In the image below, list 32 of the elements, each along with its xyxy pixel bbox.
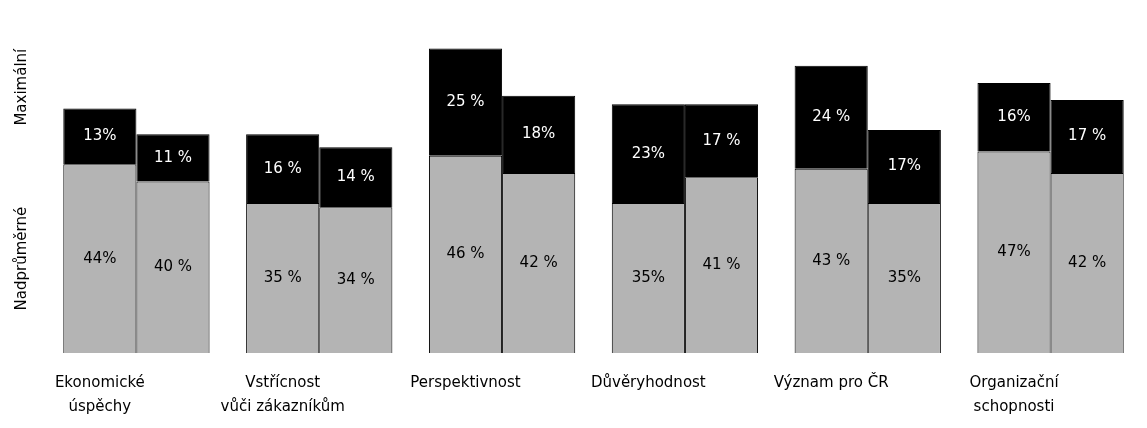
data-label: 23% bbox=[631, 143, 666, 162]
data-label: 18% bbox=[521, 124, 556, 143]
data-label: 42 % bbox=[519, 252, 558, 271]
data-label: 35% bbox=[887, 267, 921, 286]
data-label: 24 % bbox=[812, 107, 851, 126]
x-tick-label: Organizační schopnosti bbox=[969, 372, 1060, 415]
text: Nadprůměrné bbox=[11, 206, 30, 311]
x-tick-label: Vstřícnost vůči zákazníkům bbox=[220, 372, 345, 415]
data-label: 11 % bbox=[153, 147, 193, 166]
text: Maximální bbox=[11, 47, 30, 126]
data-label: 43 % bbox=[812, 250, 851, 269]
data-label: 14 % bbox=[336, 167, 375, 186]
x-tick-label: Důvěryhodnost bbox=[590, 372, 706, 391]
data-label: 13% bbox=[83, 126, 117, 145]
x-tick-label: Perspektivnost bbox=[410, 372, 521, 391]
data-label: 44% bbox=[83, 248, 117, 267]
data-label: 17 % bbox=[702, 130, 741, 149]
data-label: 41 % bbox=[702, 255, 741, 273]
data-label: 42 % bbox=[1068, 252, 1107, 271]
data-label: 16% bbox=[997, 107, 1031, 126]
data-label: 34 % bbox=[336, 270, 375, 288]
data-label: 17% bbox=[887, 156, 921, 175]
data-label: 35% bbox=[631, 267, 666, 286]
x-tick-label: Význam pro ČR bbox=[773, 371, 889, 391]
x-tick-label: Ekonomické úspěchy bbox=[54, 372, 145, 415]
data-label: 35 % bbox=[263, 267, 302, 286]
data-label: 46 % bbox=[446, 244, 485, 263]
data-label: 16 % bbox=[263, 158, 302, 177]
data-label: 17 % bbox=[1068, 126, 1107, 145]
data-label: 47% bbox=[997, 242, 1031, 261]
data-label: 25 % bbox=[446, 92, 485, 111]
data-label: 40 % bbox=[153, 257, 193, 276]
